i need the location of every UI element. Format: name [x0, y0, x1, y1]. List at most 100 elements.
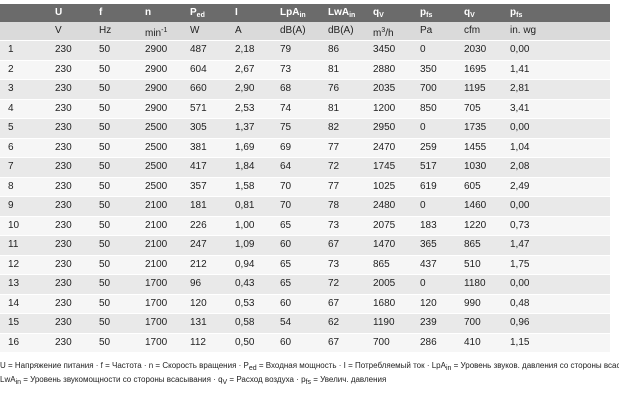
text-segment: min [145, 28, 162, 39]
data-row: 2 230 50 2900 604 2,67 73 81 2880 350 1695 1,41 [0, 60, 610, 79]
table-cell: 230 [55, 239, 72, 250]
table-cell: 2900 [145, 83, 168, 94]
table-cell: 700 [464, 317, 481, 328]
data-row: 12 230 50 2100 212 0,94 65 73 865 437 510 1,75 [0, 255, 610, 274]
supscript: -1 [161, 27, 168, 34]
table-cell: 365 [420, 239, 437, 250]
table-cell: 72 [328, 278, 340, 289]
text-segment: /h [385, 28, 394, 39]
table-cell: 2,18 [235, 44, 255, 55]
table-cell: 60 [280, 239, 292, 250]
header-cell: f [99, 4, 102, 22]
table-cell: 0,81 [235, 200, 255, 211]
table-cell: 77 [328, 141, 340, 153]
table-cell: 12 [8, 258, 20, 270]
subscript: V [379, 12, 384, 19]
table-cell: 1745 [373, 161, 396, 172]
table-cell: 0,00 [510, 200, 530, 211]
table-cell: 64 [280, 161, 292, 172]
unit-cell: V [55, 22, 62, 40]
unit-cell: min-1 [145, 22, 167, 43]
table-cell: 0,00 [510, 278, 530, 289]
table-cell: 131 [190, 317, 207, 328]
data-row: 7 230 50 2500 417 1,84 64 72 1745 517 1030 2,08 [0, 158, 610, 177]
text-segment: I [235, 7, 238, 18]
table-cell: 8 [8, 180, 14, 192]
table-cell: 81 [328, 102, 340, 114]
table-cell: 2035 [373, 83, 396, 94]
table-cell: 2100 [145, 258, 168, 270]
table-cell: 68 [280, 83, 292, 94]
table-cell: 2030 [464, 44, 487, 55]
header-cell: pfs [510, 4, 522, 25]
data-row: 10 230 50 2100 226 1,00 65 73 2075 183 1220 0,73 [0, 216, 610, 235]
table-cell: 230 [55, 180, 72, 192]
text-segment: U = Напряжение питания · f = Частота · n… [0, 361, 249, 370]
unit-cell: dB(A) [328, 22, 354, 40]
table-cell: 0,48 [510, 297, 530, 309]
table-cell: 286 [420, 336, 437, 348]
subscript: V [470, 12, 475, 19]
table-cell: 705 [464, 102, 481, 114]
table-cell: 50 [99, 141, 111, 153]
header-cell: pfs [420, 4, 432, 25]
unit-cell: Pa [420, 22, 432, 40]
table-cell: 437 [420, 258, 437, 270]
table-cell: 72 [328, 161, 340, 172]
table-cell: 2,81 [510, 83, 530, 94]
table-cell: 2900 [145, 44, 168, 55]
table-cell: 2470 [373, 141, 396, 153]
table-cell: 2880 [373, 63, 396, 75]
data-row: 13 230 50 1700 96 0,43 65 72 2005 0 1180 0,00 [0, 275, 610, 294]
header-cell: qV [373, 4, 384, 25]
text-segment: n [145, 7, 152, 18]
table-cell: 50 [99, 161, 111, 172]
table-cell: 50 [99, 63, 111, 75]
table-cell: 0,00 [510, 122, 530, 133]
header-cell: I [235, 4, 238, 22]
text-segment: Hz [99, 25, 112, 36]
table-cell: 1455 [464, 141, 487, 153]
table-cell: 3,41 [510, 102, 530, 114]
text-segment: p [420, 7, 427, 18]
table-cell: 0 [420, 200, 426, 211]
table-cell: 0,50 [235, 336, 255, 348]
text-segment: q [464, 7, 471, 18]
table-cell: 3450 [373, 44, 396, 55]
data-row: 16 230 50 1700 112 0,50 60 67 700 286 410 1,15 [0, 333, 610, 352]
table-cell: 81 [328, 63, 340, 75]
table-cell: 50 [99, 297, 111, 309]
table-cell: 82 [328, 122, 340, 133]
table-cell: 230 [55, 336, 72, 348]
table-cell: 2,67 [235, 63, 255, 75]
table-cell: 2900 [145, 63, 168, 75]
table-cell: 350 [420, 63, 437, 75]
data-row: 15 230 50 1700 131 0,58 54 62 1190 239 700 0,96 [0, 314, 610, 333]
table-cell: 50 [99, 278, 111, 289]
table-cell: 487 [190, 44, 207, 55]
table-cell: 1,04 [510, 141, 530, 153]
table-cell: 50 [99, 239, 111, 250]
data-row: 14 230 50 1700 120 0,53 60 67 1680 120 990 0,48 [0, 294, 610, 313]
data-row: 5 230 50 2500 305 1,37 75 82 2950 0 1735 0,00 [0, 119, 610, 138]
table-cell: 73 [328, 258, 340, 270]
unit-cell: m3/h [373, 22, 394, 43]
text-segment: p [510, 7, 517, 18]
text-segment: dB(A) [280, 25, 306, 36]
table-cell: 76 [328, 83, 340, 94]
table-cell: 6 [8, 141, 14, 153]
data-row: 3 230 50 2900 660 2,90 68 76 2035 700 1195 2,81 [0, 80, 610, 99]
text-segment: m [373, 28, 382, 39]
table-cell: 990 [464, 297, 481, 309]
subscript: in [349, 12, 356, 19]
table-cell: 0 [420, 44, 426, 55]
table-cell: 3 [8, 83, 14, 94]
table-cell: 357 [190, 180, 207, 192]
table-cell: 230 [55, 317, 72, 328]
table-cell: 1700 [145, 297, 168, 309]
table-cell: 1,00 [235, 219, 255, 231]
table-cell: 112 [190, 336, 206, 348]
table-cell: 230 [55, 141, 72, 153]
